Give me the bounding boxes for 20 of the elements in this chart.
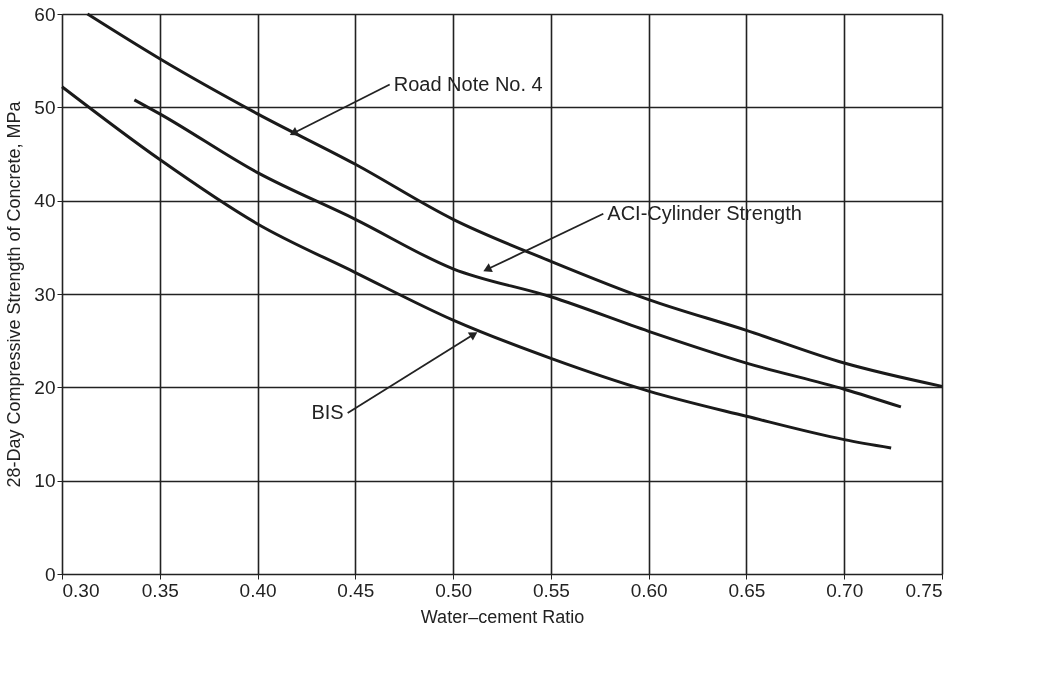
- y-tick-label: 30: [34, 283, 56, 305]
- annotation: BIS: [311, 401, 344, 424]
- x-tick-label: 0.45: [337, 579, 375, 601]
- x-tick-label: 0.75: [905, 579, 943, 601]
- x-tick-label: 0.70: [826, 579, 864, 601]
- x-tick-label: 0.60: [630, 579, 668, 601]
- x-tick-label: 0.55: [532, 579, 570, 601]
- x-tick-label: 0.50: [435, 579, 473, 601]
- y-tick-label: 60: [34, 3, 56, 25]
- x-tick-label: 0.65: [728, 579, 766, 601]
- x-tick-label: 0.35: [141, 579, 179, 601]
- y-tick-label: 20: [34, 376, 56, 398]
- y-tick-label: 10: [34, 470, 56, 492]
- y-tick-label: 50: [34, 96, 56, 118]
- y-tick-label: 40: [34, 190, 56, 212]
- x-tick-label: 0.40: [239, 579, 277, 601]
- y-axis-title: 28-Day Compressive Strength of Concrete, MPa: [4, 100, 25, 488]
- x-tick-label: 0.30: [62, 579, 100, 601]
- x-axis-title: Water–cement Ratio: [420, 606, 585, 627]
- y-tick-label: 0: [44, 563, 56, 585]
